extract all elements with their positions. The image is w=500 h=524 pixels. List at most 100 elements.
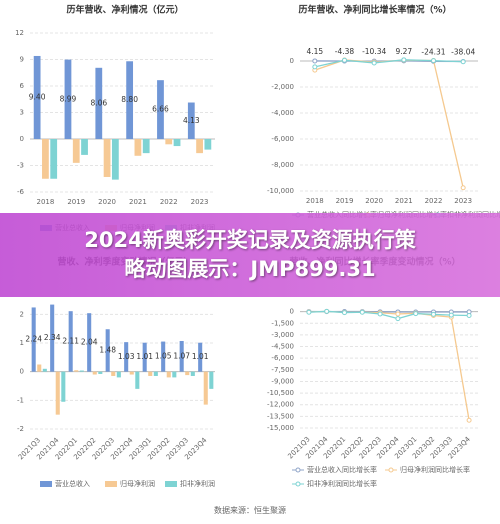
legend-swatch bbox=[295, 467, 301, 473]
y-tick-label: -2,000 bbox=[271, 83, 294, 91]
legend-swatch bbox=[105, 481, 117, 487]
chart-title: 历年营收、净利情况（亿元） bbox=[66, 4, 183, 16]
bar bbox=[148, 371, 153, 376]
bar bbox=[50, 139, 58, 179]
x-tick-label: 2021 bbox=[129, 198, 147, 206]
point bbox=[431, 311, 436, 317]
bar bbox=[173, 139, 181, 147]
point bbox=[431, 58, 436, 64]
y-tick-label: 6 bbox=[20, 82, 25, 90]
y-tick-label: -9,000 bbox=[271, 377, 294, 385]
bar bbox=[79, 370, 84, 372]
bar bbox=[68, 311, 73, 372]
bar bbox=[31, 307, 36, 372]
bar bbox=[33, 55, 41, 139]
data-label: 8.80 bbox=[121, 95, 138, 104]
legend-label: 归母净利润同比增长率 bbox=[400, 465, 470, 474]
bar bbox=[161, 341, 166, 372]
data-label: 4.13 bbox=[183, 116, 200, 125]
y-tick-label: -4,000 bbox=[271, 109, 294, 117]
bar bbox=[92, 371, 97, 375]
y-tick-label: 0 bbox=[290, 308, 294, 316]
bar bbox=[203, 371, 208, 405]
point bbox=[413, 311, 419, 317]
bar bbox=[142, 139, 150, 154]
x-tick-label: 2019 bbox=[336, 197, 354, 205]
bar bbox=[153, 371, 158, 376]
data-label: -24.31 bbox=[421, 47, 445, 56]
y-tick-label: -3 bbox=[17, 162, 24, 170]
legend-label: 营业总收入 bbox=[55, 479, 90, 488]
bar bbox=[55, 371, 60, 415]
y-tick-label: -1,500 bbox=[271, 319, 294, 327]
y-tick-label: -10,500 bbox=[267, 389, 294, 397]
x-tick-label: 2020 bbox=[365, 197, 383, 205]
bar bbox=[124, 342, 129, 372]
y-tick-label: 2 bbox=[20, 310, 24, 318]
point bbox=[395, 316, 401, 322]
data-label: 8.99 bbox=[60, 94, 77, 103]
bar bbox=[111, 371, 116, 376]
bar bbox=[81, 139, 88, 155]
bar bbox=[105, 329, 110, 372]
point bbox=[371, 60, 377, 66]
point bbox=[460, 59, 466, 65]
x-tick-label: 2023 bbox=[454, 197, 472, 205]
x-tick-label: 2021 bbox=[395, 197, 413, 205]
bar bbox=[179, 340, 184, 372]
bar bbox=[185, 371, 190, 376]
point bbox=[460, 185, 466, 191]
y-tick-label: 3 bbox=[20, 109, 24, 117]
y-tick-label: -8,000 bbox=[271, 161, 294, 169]
y-tick-label: -13,500 bbox=[267, 412, 294, 420]
chart-title: 历年营收、净利同比增长率情况（%） bbox=[298, 4, 451, 16]
data-label: 1.01 bbox=[136, 352, 153, 361]
bar bbox=[37, 364, 42, 372]
bar bbox=[74, 370, 79, 372]
y-tick-label: 0 bbox=[20, 135, 24, 143]
series-line bbox=[308, 310, 470, 421]
bar bbox=[209, 371, 214, 389]
bar bbox=[103, 139, 111, 177]
data-label: 8.06 bbox=[90, 98, 107, 107]
bar bbox=[172, 371, 177, 378]
bar bbox=[50, 304, 55, 372]
y-tick-label: -3,000 bbox=[271, 331, 294, 339]
point bbox=[306, 309, 312, 315]
x-tick-label: 2018 bbox=[37, 198, 55, 206]
data-label: -4.38 bbox=[335, 47, 355, 56]
point bbox=[359, 309, 365, 315]
bar bbox=[204, 139, 212, 150]
bar bbox=[111, 139, 119, 180]
banner-line: 略动图展示：JMP899.31 bbox=[124, 257, 376, 281]
y-tick-label: -2 bbox=[17, 425, 24, 433]
legend-label: 营业总收入同比增长率 bbox=[307, 465, 377, 474]
series-line bbox=[308, 310, 470, 320]
y-tick-label: 12 bbox=[15, 29, 24, 37]
bar bbox=[95, 67, 103, 139]
y-tick-label: -1 bbox=[17, 396, 24, 404]
legend-swatch bbox=[295, 481, 301, 487]
point bbox=[448, 312, 454, 318]
data-label: 9.40 bbox=[29, 92, 46, 101]
y-tick-label: -6,000 bbox=[271, 354, 294, 362]
legend-swatch bbox=[40, 481, 52, 487]
bar bbox=[42, 139, 49, 179]
point bbox=[312, 58, 318, 64]
data-label: 4.15 bbox=[306, 47, 323, 56]
banner-line: 2024新奥彩开奖记录及资源执行策 bbox=[84, 228, 416, 252]
data-label: 1.48 bbox=[99, 345, 116, 354]
legend-label: 归母净利润 bbox=[120, 479, 155, 488]
bar bbox=[196, 139, 203, 154]
point bbox=[395, 311, 401, 317]
point bbox=[342, 57, 347, 63]
series-line bbox=[314, 59, 464, 188]
x-tick-label: 2020 bbox=[98, 198, 116, 206]
bar bbox=[64, 59, 72, 139]
data-label: 2.04 bbox=[81, 337, 98, 346]
x-tick-label: 2022 bbox=[425, 197, 443, 205]
data-label: 2.11 bbox=[62, 336, 79, 345]
y-tick-label: -15,000 bbox=[267, 424, 294, 432]
bar bbox=[190, 371, 195, 376]
